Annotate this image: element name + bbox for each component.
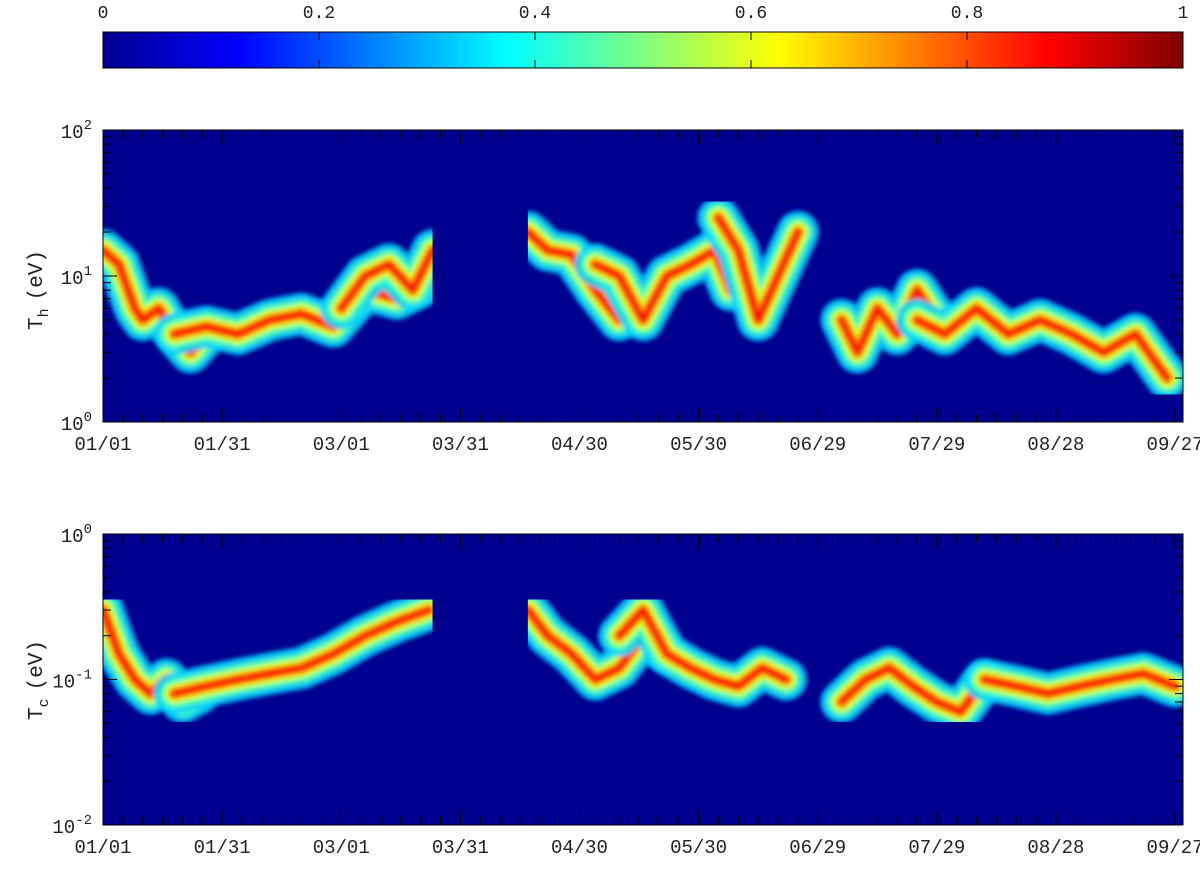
- y-tick-label: 101: [61, 264, 92, 290]
- colorbar-tick-label: 0.4: [519, 4, 551, 24]
- y-tick-label: 100: [61, 410, 92, 436]
- x-tick-label: 03/01: [313, 434, 370, 456]
- heatmap-ridge: [715, 214, 801, 323]
- colorbar-tick-label: 1: [1178, 4, 1189, 24]
- heatmap-th: [103, 196, 1183, 399]
- colorbar-tick-label: 0.8: [951, 4, 983, 24]
- x-tick-label: 03/01: [313, 837, 370, 859]
- x-tick-label: 09/27: [1147, 837, 1200, 859]
- x-tick-label: 01/01: [74, 434, 131, 456]
- heatmap-ridge: [838, 287, 940, 356]
- data-gap-band: [432, 535, 528, 824]
- x-tick-label: 06/29: [789, 837, 846, 859]
- data-gap-th: [432, 131, 528, 421]
- x-tick-label: 03/31: [432, 837, 489, 859]
- heatmap-ridge: [171, 607, 432, 697]
- x-tick-label: 06/29: [789, 434, 846, 456]
- colorbar-tick-label: 0: [98, 4, 109, 24]
- axes-tc: 01/01 01/31 03/01 03/31 04/30 05/30 06/29 07/29…: [52, 522, 1200, 859]
- panel-th: 01/01 01/31 03/01 03/31 04/30 05/30 06/29 07/29…: [26, 118, 1200, 456]
- colorbar-tick-label: 0.2: [303, 4, 335, 24]
- y-tick-label: 102: [61, 118, 92, 144]
- x-tick-label: 05/30: [670, 434, 727, 456]
- data-gap-band: [432, 131, 528, 421]
- heatmap-tc: [103, 589, 1183, 733]
- x-tick-label: 05/30: [670, 837, 727, 859]
- x-tick-label: 09/27: [1147, 434, 1200, 456]
- colorbar-ticks: 0 0.2 0.4 0.6 0.8 1: [98, 4, 1189, 68]
- ylabel-th: Th(eV): [26, 250, 53, 330]
- ylabel-tc: Tc(eV): [26, 640, 53, 720]
- colorbar-gradient: [102, 31, 1184, 69]
- heatmap-ridge: [338, 247, 436, 312]
- axes-th: 01/01 01/31 03/01 03/31 04/30 05/30 06/29 07/29…: [61, 118, 1200, 456]
- panel-tc: 01/01 01/31 03/01 03/31 04/30 05/30 06/29 07/29…: [26, 522, 1200, 859]
- x-tick-label: 01/31: [194, 837, 251, 859]
- colorbar: 0 0.2 0.4 0.6 0.8 1: [98, 4, 1189, 69]
- x-tick-label: 08/28: [1027, 434, 1084, 456]
- x-tick-label: 07/29: [908, 434, 965, 456]
- heatmap-ridge: [914, 305, 1171, 381]
- colorbar-tick-label: 0.6: [735, 4, 767, 24]
- x-tick-label: 08/28: [1027, 837, 1084, 859]
- x-tick-label: 03/31: [432, 434, 489, 456]
- heatmap-ridge: [171, 279, 432, 338]
- x-tick-label: 04/30: [551, 837, 608, 859]
- x-tick-label: 01/01: [74, 837, 131, 859]
- data-gap-tc: [432, 535, 528, 824]
- heatmap-ridge: [981, 670, 1179, 697]
- x-tick-label: 07/29: [908, 837, 965, 859]
- heatmap-ridge: [838, 665, 988, 715]
- x-tick-label: 04/30: [551, 434, 608, 456]
- heatmap-ridge: [616, 607, 789, 690]
- x-tick-label: 01/31: [194, 434, 251, 456]
- y-tick-label: 10-2: [52, 813, 92, 839]
- y-tick-label: 100: [61, 522, 92, 548]
- y-tick-label: 10-1: [52, 668, 92, 694]
